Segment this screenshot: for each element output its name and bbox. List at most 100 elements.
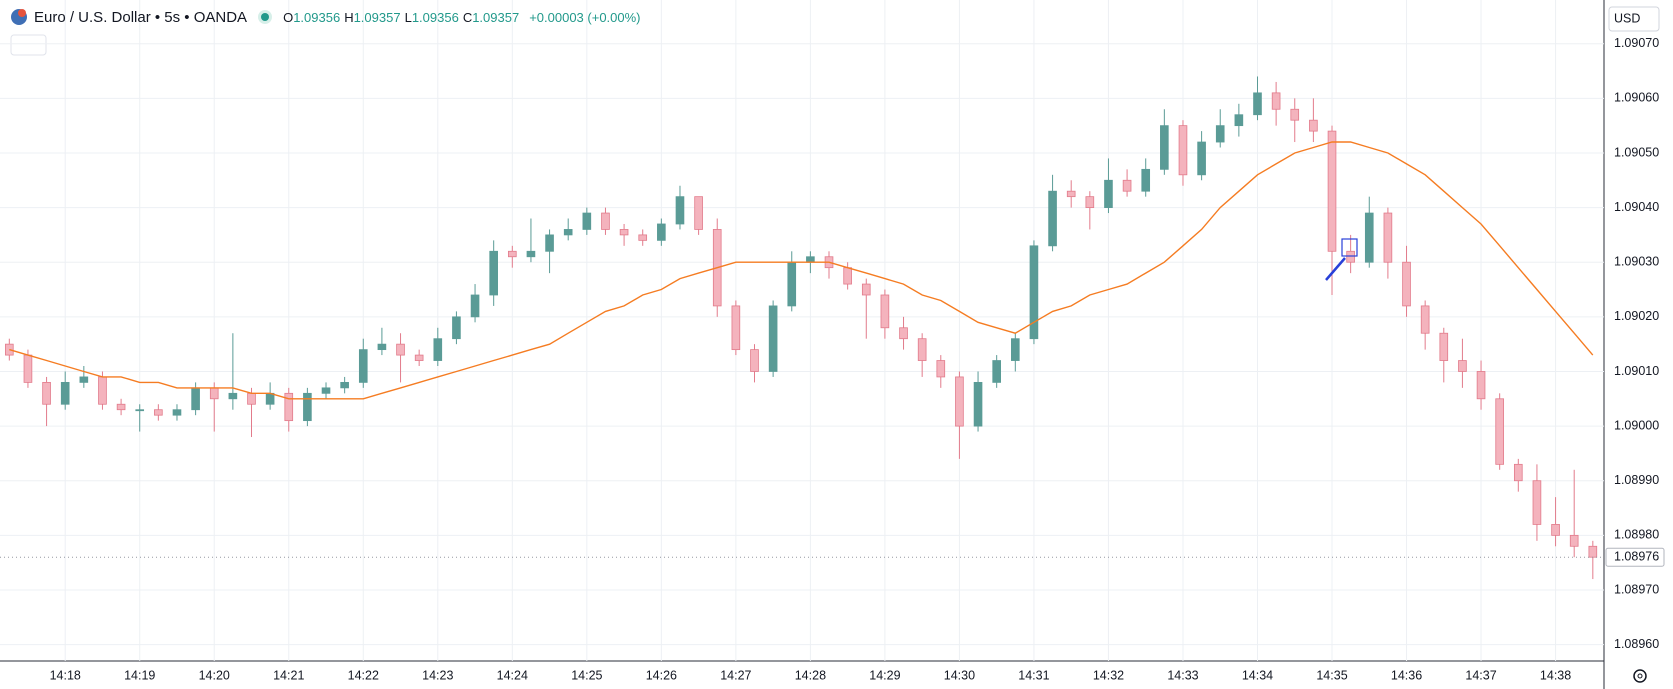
candle-body — [209, 387, 219, 400]
ohlc-legend: O1.09356 H1.09357 L1.09356 C1.09357 — [283, 9, 523, 26]
candle-body — [1234, 114, 1244, 127]
candle-body — [601, 212, 610, 230]
x-tick-label: 14:23 — [422, 668, 453, 682]
x-tick-label: 14:24 — [497, 668, 528, 682]
candle-body — [1532, 480, 1542, 525]
candle-body — [228, 392, 238, 400]
x-tick-label: 14:33 — [1167, 668, 1198, 682]
candle-body — [694, 196, 703, 230]
candle-body — [1010, 338, 1020, 361]
candle-body — [191, 387, 200, 411]
y-tick-label: 1.08980 — [1614, 528, 1659, 542]
candle-body — [787, 261, 797, 307]
candle-body — [1048, 190, 1057, 247]
y-tick-label: 1.09050 — [1614, 145, 1659, 159]
candle-body — [79, 376, 89, 383]
candle-body — [619, 229, 629, 236]
candle-body — [1383, 212, 1393, 263]
candle-body — [731, 305, 741, 351]
drawing[interactable] — [1325, 238, 1358, 281]
x-tick-label: 14:31 — [1018, 668, 1049, 682]
ohlc-label: C — [462, 9, 473, 25]
last-price-label: 1.08976 — [1614, 550, 1659, 564]
candle-body — [657, 223, 666, 241]
candle-body — [936, 360, 946, 378]
candle-body — [1327, 130, 1337, 252]
candle-body — [1402, 261, 1411, 307]
candle-body — [1513, 463, 1523, 482]
x-tick-label: 14:20 — [199, 668, 230, 682]
candle-body — [1290, 108, 1300, 121]
candle-body — [526, 250, 536, 258]
candle-body — [1066, 190, 1076, 198]
candle-body — [638, 234, 648, 241]
candle-body — [1160, 125, 1169, 170]
candle-body — [154, 409, 163, 416]
x-tick-label: 14:35 — [1316, 668, 1347, 682]
candle-body — [116, 403, 126, 411]
y-tick-label: 1.09000 — [1614, 418, 1659, 432]
candle-body — [172, 409, 182, 416]
x-tick-label: 14:28 — [795, 668, 826, 682]
x-tick-label: 14:21 — [273, 668, 304, 682]
header: Euro / U.S. Dollar • 5s • OANDA O 1.09356… — [10, 8, 641, 26]
candle-body — [1495, 398, 1504, 465]
candle-body — [1439, 332, 1449, 361]
x-tick-label: 14:30 — [944, 668, 975, 682]
candle-body — [880, 294, 890, 329]
price-axis-bg — [1604, 0, 1673, 689]
candle-body — [42, 381, 51, 405]
candle-body — [265, 392, 275, 405]
candle-body — [507, 250, 517, 258]
x-tick-label: 14:38 — [1540, 668, 1571, 682]
candle-body — [750, 349, 759, 372]
plot — [0, 0, 1604, 661]
settings-icon[interactable] — [1633, 669, 1647, 683]
candle-body — [545, 234, 554, 252]
candle-body — [23, 354, 33, 383]
candle-body — [1476, 371, 1486, 400]
y-tick-label: 1.09040 — [1614, 200, 1659, 214]
candle-body — [489, 250, 498, 296]
candle-body — [1346, 250, 1355, 263]
candle-body — [433, 338, 443, 361]
candle-body — [768, 305, 778, 372]
candle-body — [1364, 212, 1374, 263]
candle-body — [1197, 141, 1206, 176]
ohlc-value: 1.09356 — [411, 9, 459, 25]
candle-body — [414, 354, 424, 361]
candle-body — [1104, 179, 1113, 208]
candle-body — [1551, 524, 1560, 536]
candle-body — [135, 409, 145, 412]
y-tick-label: 1.09030 — [1614, 255, 1659, 269]
ohlc-label: L — [404, 9, 412, 25]
candle-body — [1458, 360, 1467, 372]
x-tick-label: 14:19 — [124, 668, 155, 682]
candle-body — [1085, 196, 1095, 208]
legend-toggle[interactable] — [10, 34, 47, 56]
moving-average — [9, 141, 1594, 400]
x-tick-label: 14:29 — [869, 668, 900, 682]
ohlc-value: 1.09357 — [472, 9, 520, 25]
candle-body — [1141, 168, 1151, 192]
candle-body — [582, 212, 592, 230]
candle-body — [1122, 179, 1132, 192]
y-tick-label: 1.09070 — [1614, 36, 1659, 50]
candle-body — [1178, 125, 1188, 176]
candle-body — [340, 381, 349, 389]
y-tick-label: 1.09020 — [1614, 309, 1659, 323]
candle-body — [98, 376, 107, 405]
currency[interactable]: USD — [1614, 11, 1640, 25]
candle-body — [396, 343, 405, 356]
y-tick-label: 1.08990 — [1614, 473, 1659, 487]
x-tick-label: 14:25 — [571, 668, 602, 682]
candle-body — [1420, 305, 1430, 334]
candle-body — [806, 256, 815, 263]
candle-body — [861, 283, 871, 296]
currency-button[interactable] — [1608, 6, 1660, 32]
ohlc-label: H — [344, 9, 354, 25]
candle-body — [303, 392, 312, 422]
ohlc-label: O — [283, 9, 294, 25]
symbol-title[interactable]: Euro / U.S. Dollar • 5s • OANDA — [34, 8, 248, 26]
